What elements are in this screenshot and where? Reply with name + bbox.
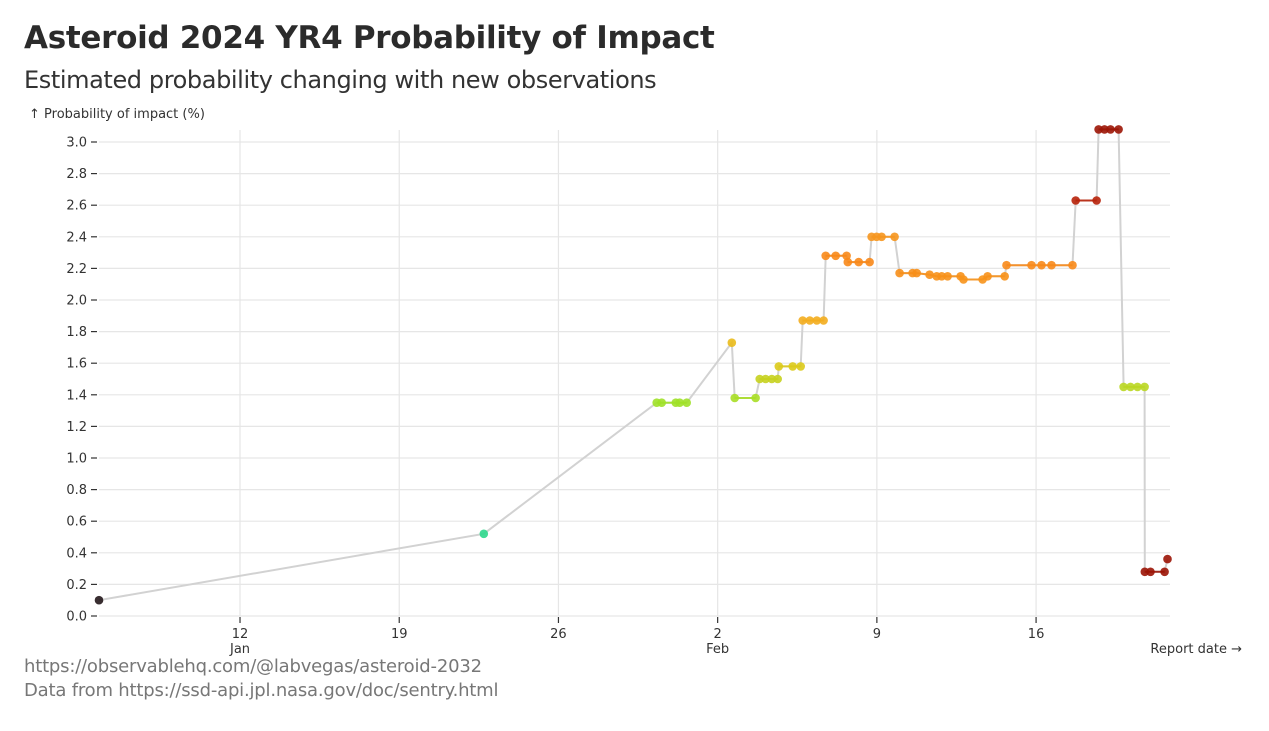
data-point[interactable]	[1100, 125, 1109, 134]
data-point[interactable]	[796, 362, 805, 371]
data-point[interactable]	[877, 232, 886, 242]
data-point[interactable]	[479, 529, 489, 539]
data-point[interactable]	[798, 316, 807, 325]
y-tick-label: 1.6	[66, 357, 87, 372]
x-tick-label: 19	[391, 627, 408, 642]
y-tick-label: 2.4	[66, 230, 87, 245]
y-axis-label: ↑ Probability of impact (%)	[29, 107, 205, 122]
data-point[interactable]	[1068, 260, 1077, 270]
data-point[interactable]	[805, 316, 815, 325]
data-point[interactable]	[1126, 382, 1135, 392]
x-tick-month-label: Jan	[229, 642, 250, 657]
source-link[interactable]: https://observablehq.com/@labvegas/aster…	[24, 656, 482, 677]
chart-subtitle: Estimated probability changing with new …	[24, 66, 657, 94]
data-point[interactable]	[767, 374, 777, 384]
y-tick-label: 0.0	[66, 610, 87, 625]
data-point[interactable]	[1119, 382, 1128, 392]
data-point[interactable]	[895, 268, 904, 278]
y-tick-label: 0.4	[66, 546, 87, 561]
data-point[interactable]	[730, 393, 739, 403]
data-point[interactable]	[1106, 125, 1115, 134]
data-point[interactable]	[1114, 125, 1123, 134]
data-point[interactable]	[774, 362, 784, 371]
data-point[interactable]	[1092, 196, 1101, 205]
data-point[interactable]	[751, 393, 760, 403]
data-point[interactable]	[843, 257, 853, 267]
data-point[interactable]	[675, 398, 684, 408]
y-axis: 0.0 0.2 0.4 0.6 0.8 1.0 1.2 1.4 1.6 1.8 2.0 2.2 2.4 2…	[66, 136, 97, 625]
data-point[interactable]	[854, 257, 863, 267]
data-point[interactable]	[1160, 567, 1169, 577]
y-tick-label: 1.4	[66, 388, 87, 403]
data-point[interactable]	[1071, 196, 1080, 205]
data-point[interactable]	[1002, 260, 1011, 270]
data-point[interactable]	[821, 251, 830, 261]
data-point[interactable]	[773, 374, 782, 384]
data-point[interactable]	[925, 270, 934, 280]
y-tick-label: 2.0	[66, 294, 87, 309]
y-tick-label: 3.0	[66, 136, 87, 151]
y-tick-label: 0.6	[66, 515, 87, 530]
data-point[interactable]	[819, 316, 828, 325]
y-tick-label: 0.2	[66, 578, 87, 593]
data-point[interactable]	[943, 272, 952, 281]
data-point[interactable]	[1133, 382, 1142, 392]
x-axis-label: Report date →	[1150, 642, 1242, 657]
x-tick-label: 12	[232, 627, 249, 642]
data-point[interactable]	[657, 398, 666, 408]
chart-title: Asteroid 2024 YR4 Probability of Impact	[24, 20, 715, 56]
data-point[interactable]	[755, 374, 764, 384]
data-point[interactable]	[94, 595, 104, 605]
data-point[interactable]	[959, 275, 968, 284]
data-point[interactable]	[1163, 554, 1172, 564]
grid	[99, 130, 1170, 617]
series	[94, 125, 1172, 605]
data-point[interactable]	[1027, 260, 1036, 270]
data-point[interactable]	[912, 268, 921, 278]
data-point[interactable]	[937, 272, 946, 281]
data-point[interactable]	[1140, 382, 1149, 392]
data-point[interactable]	[865, 257, 874, 267]
data-point[interactable]	[727, 338, 737, 348]
data-point[interactable]	[788, 362, 797, 371]
data-point[interactable]	[831, 251, 840, 261]
data-point[interactable]	[890, 232, 899, 242]
y-tick-label: 1.0	[66, 452, 87, 467]
x-tick-label: 2	[714, 627, 722, 642]
series-line	[98, 128, 1169, 602]
data-point[interactable]	[812, 316, 822, 325]
data-point[interactable]	[1000, 272, 1009, 281]
y-tick-label: 1.8	[66, 325, 87, 340]
y-tick-label: 2.8	[66, 167, 87, 182]
data-point[interactable]	[1146, 567, 1155, 577]
y-tick-label: 2.2	[66, 262, 87, 277]
x-tick-label: 26	[550, 627, 567, 642]
data-point[interactable]	[1037, 260, 1046, 270]
x-tick-month-label: Feb	[706, 642, 729, 657]
data-point[interactable]	[682, 398, 691, 408]
y-tick-label: 0.8	[66, 483, 87, 498]
x-tick-label: 9	[873, 627, 881, 642]
y-tick-label: 2.6	[66, 199, 87, 214]
data-point[interactable]	[983, 272, 992, 281]
data-source-note: Data from https://ssd-api.jpl.nasa.gov/d…	[24, 680, 499, 701]
y-tick-label: 1.2	[66, 420, 87, 435]
data-point[interactable]	[1094, 125, 1103, 134]
data-point[interactable]	[1047, 260, 1056, 270]
x-tick-label: 16	[1028, 627, 1045, 642]
data-point[interactable]	[761, 374, 770, 384]
